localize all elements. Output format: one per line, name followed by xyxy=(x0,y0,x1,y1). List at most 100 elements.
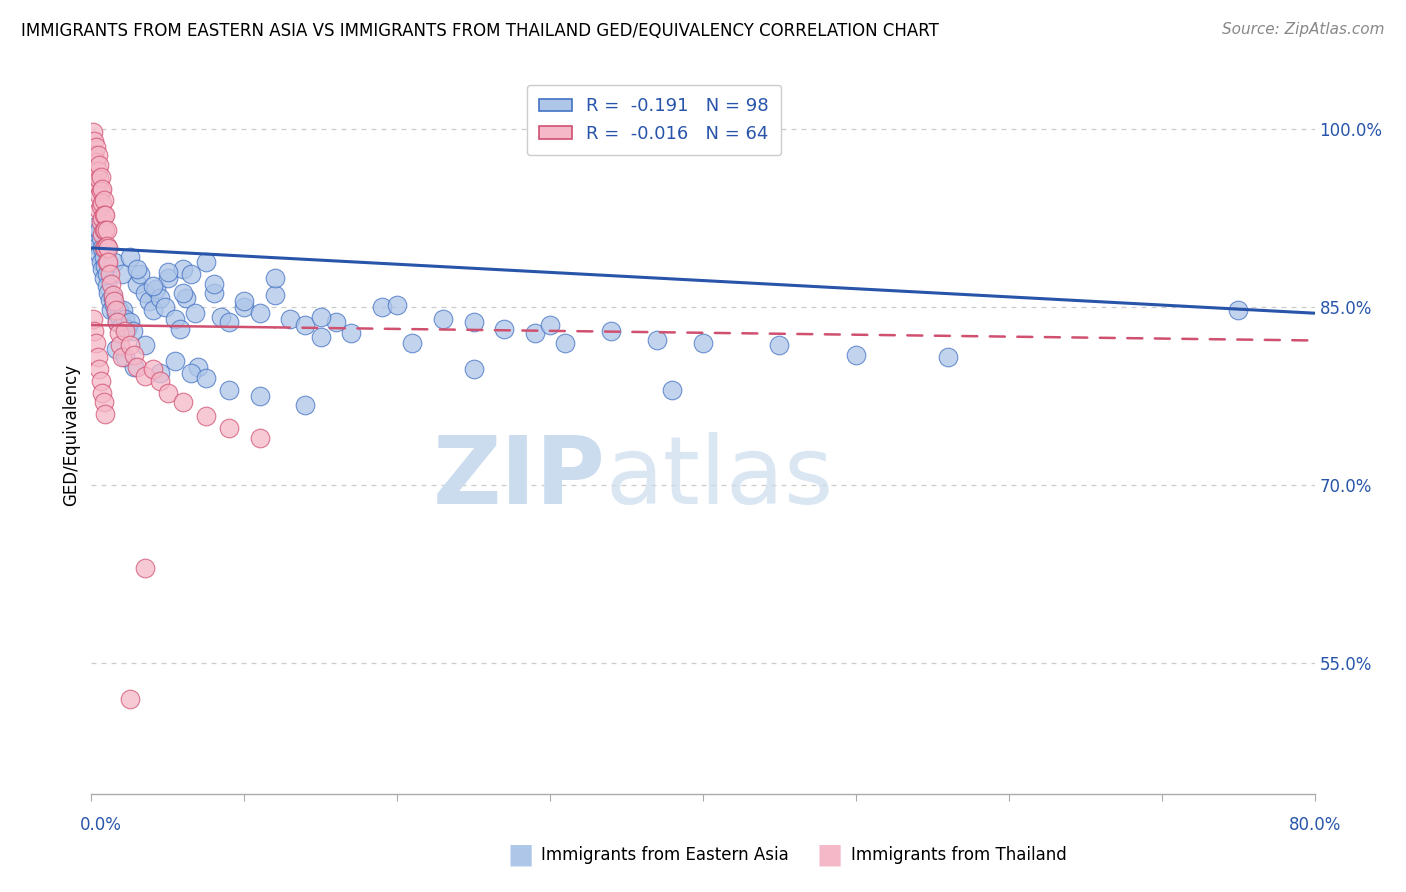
Point xyxy=(134,285,156,300)
Point xyxy=(97,285,120,300)
Point xyxy=(278,312,301,326)
Point xyxy=(138,294,160,309)
Point xyxy=(145,283,167,297)
Point xyxy=(218,314,240,328)
Point xyxy=(463,314,485,328)
Point xyxy=(86,238,108,252)
Point xyxy=(86,350,108,364)
Point xyxy=(82,312,104,326)
Point xyxy=(87,362,110,376)
Point xyxy=(108,302,131,317)
Point xyxy=(87,187,110,202)
Point xyxy=(96,279,118,293)
Text: ■: ■ xyxy=(817,840,842,869)
Point xyxy=(111,318,134,332)
Point xyxy=(83,148,105,162)
Point xyxy=(90,184,112,198)
Point xyxy=(91,181,114,195)
Text: Immigrants from Eastern Asia: Immigrants from Eastern Asia xyxy=(541,846,789,863)
Point xyxy=(141,362,163,376)
Point xyxy=(195,255,218,269)
Point xyxy=(463,362,485,376)
Point xyxy=(96,223,118,237)
Point xyxy=(156,385,179,400)
Point xyxy=(103,255,125,269)
Point xyxy=(936,350,959,364)
Point xyxy=(118,314,141,328)
Point xyxy=(91,211,114,226)
Point xyxy=(494,321,516,335)
Point xyxy=(98,293,121,307)
Point xyxy=(112,302,135,317)
Legend: R =  -0.191   N = 98, R =  -0.016   N = 64: R = -0.191 N = 98, R = -0.016 N = 64 xyxy=(527,85,782,155)
Point xyxy=(91,241,114,255)
Point xyxy=(93,241,115,255)
Point xyxy=(87,223,110,237)
Point xyxy=(156,270,179,285)
Point xyxy=(93,251,115,265)
Point xyxy=(153,300,176,314)
Point xyxy=(84,229,107,244)
Point xyxy=(294,398,316,412)
Point xyxy=(83,324,105,338)
Point xyxy=(94,223,117,237)
Point xyxy=(87,172,110,186)
Text: Source: ZipAtlas.com: Source: ZipAtlas.com xyxy=(1222,22,1385,37)
Point xyxy=(340,326,363,341)
Point xyxy=(174,291,197,305)
Point xyxy=(96,238,118,252)
Point xyxy=(100,302,122,317)
Point xyxy=(115,321,138,335)
Point xyxy=(110,312,132,326)
Point xyxy=(385,298,409,312)
Point xyxy=(118,692,141,706)
Point xyxy=(371,300,394,314)
Point xyxy=(98,267,121,281)
Point xyxy=(91,385,114,400)
Point xyxy=(83,134,105,148)
Point xyxy=(401,335,423,350)
Point xyxy=(111,267,134,281)
Point xyxy=(90,199,112,213)
Point xyxy=(195,409,218,424)
Point xyxy=(645,334,668,348)
Point xyxy=(93,194,115,208)
Point xyxy=(523,326,546,341)
Point xyxy=(309,310,332,324)
Point xyxy=(86,148,108,162)
Point xyxy=(149,366,172,380)
Point xyxy=(103,298,125,312)
Point xyxy=(94,407,117,421)
Point xyxy=(103,294,125,309)
Point xyxy=(97,241,120,255)
Point xyxy=(82,125,104,139)
Point xyxy=(104,302,127,317)
Point xyxy=(309,330,332,344)
Point xyxy=(127,359,149,374)
Point xyxy=(93,270,115,285)
Point xyxy=(108,326,131,341)
Point xyxy=(105,314,128,328)
Text: ■: ■ xyxy=(508,840,533,869)
Point xyxy=(121,324,143,338)
Point xyxy=(600,324,623,338)
Point xyxy=(249,431,271,445)
Point xyxy=(90,255,112,269)
Point xyxy=(114,350,136,364)
Point xyxy=(96,255,118,269)
Point xyxy=(93,395,115,409)
Point xyxy=(96,244,118,258)
Point xyxy=(86,163,108,178)
Point xyxy=(172,262,194,277)
Point xyxy=(165,312,187,326)
Point xyxy=(264,288,287,302)
Point xyxy=(100,277,122,291)
Point xyxy=(105,314,128,328)
Point xyxy=(93,223,115,237)
Point xyxy=(90,231,112,245)
Point xyxy=(1227,302,1250,317)
Point xyxy=(84,155,107,169)
Point xyxy=(202,277,225,291)
Point xyxy=(768,338,790,352)
Point xyxy=(84,335,107,350)
